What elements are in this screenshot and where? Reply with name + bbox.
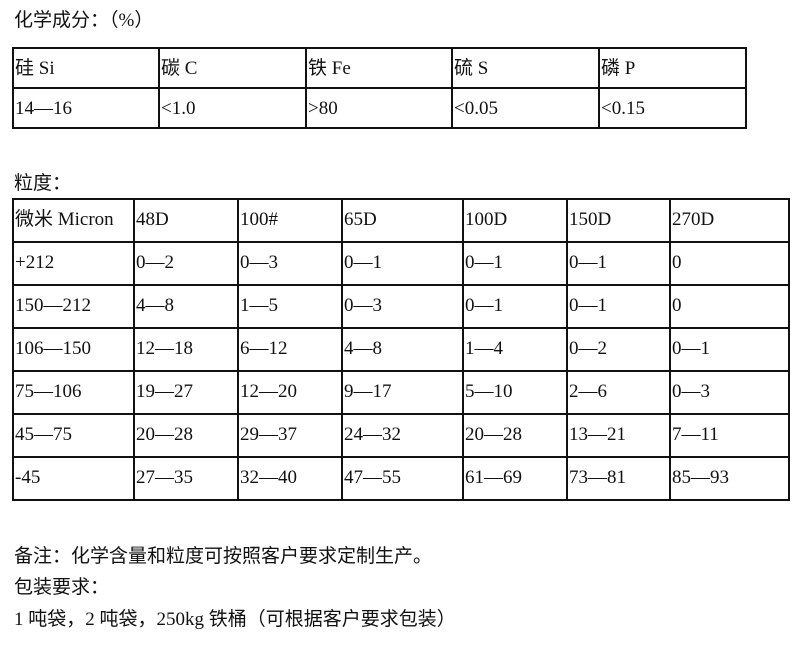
particle-size-row: 75—106 19—27 12—20 9—17 5—10 2—6 0—3 xyxy=(12,370,790,415)
particle-size-row: 45—75 20—28 29—37 24—32 20—28 13—21 7—11 xyxy=(12,413,790,458)
percentage-cell: 0—1 xyxy=(462,284,568,329)
percentage-cell: 0—2 xyxy=(566,327,671,372)
particle-size-row: -45 27—35 32—40 47—55 61—69 73—81 85—93 xyxy=(12,456,790,501)
percentage-cell: 73—81 xyxy=(566,456,671,501)
remark-note: 备注：化学含量和粒度可按照客户要求定制生产。 xyxy=(14,546,433,567)
chemistry-header-cell: 碳 C xyxy=(158,47,307,89)
percentage-cell: 1—4 xyxy=(462,327,568,372)
percentage-cell: 6—12 xyxy=(237,327,343,372)
percentage-cell: 20—28 xyxy=(133,413,239,458)
chemistry-header-cell: 磷 P xyxy=(598,47,747,89)
chemistry-value-cell: >80 xyxy=(305,87,453,129)
particle-size-header-cell: 微米 Micron xyxy=(12,198,135,243)
percentage-cell: 12—20 xyxy=(237,370,343,415)
percentage-cell: 0 xyxy=(669,284,790,329)
chemistry-value-cell: <0.05 xyxy=(451,87,600,129)
percentage-cell: 0—1 xyxy=(341,241,464,286)
percentage-cell: 0—1 xyxy=(669,327,790,372)
percentage-cell: 0—3 xyxy=(341,284,464,329)
percentage-cell: 32—40 xyxy=(237,456,343,501)
percentage-cell: 0—2 xyxy=(133,241,239,286)
micron-range-cell: 75—106 xyxy=(12,370,135,415)
chemistry-value-cell: <1.0 xyxy=(158,87,307,129)
percentage-cell: 29—37 xyxy=(237,413,343,458)
particle-size-title: 粒度： xyxy=(14,173,72,194)
percentage-cell: 27—35 xyxy=(133,456,239,501)
percentage-cell: 0—1 xyxy=(462,241,568,286)
micron-range-cell: +212 xyxy=(12,241,135,286)
packaging-title: 包装要求： xyxy=(14,577,110,598)
percentage-cell: 2—6 xyxy=(566,370,671,415)
chemistry-value-row: 14—16 <1.0 >80 <0.05 <0.15 xyxy=(12,87,747,129)
percentage-cell: 0—1 xyxy=(566,284,671,329)
percentage-cell: 85—93 xyxy=(669,456,790,501)
micron-range-cell: 45—75 xyxy=(12,413,135,458)
percentage-cell: 61—69 xyxy=(462,456,568,501)
particle-size-header-cell: 100# xyxy=(237,198,343,243)
micron-range-cell: -45 xyxy=(12,456,135,501)
particle-size-header-cell: 48D xyxy=(133,198,239,243)
particle-size-header-row: 微米 Micron 48D 100# 65D 100D 150D 270D xyxy=(12,198,790,243)
chemistry-header-cell: 铁 Fe xyxy=(305,47,453,89)
chemistry-value-cell: 14—16 xyxy=(12,87,160,129)
micron-range-cell: 106—150 xyxy=(12,327,135,372)
packaging-options: 1 吨袋，2 吨袋，250kg 铁桶（可根据客户要求包装） xyxy=(14,609,456,630)
particle-size-row: +212 0—2 0—3 0—1 0—1 0—1 0 xyxy=(12,241,790,286)
particle-size-row: 150—212 4—8 1—5 0—3 0—1 0—1 0 xyxy=(12,284,790,329)
percentage-cell: 4—8 xyxy=(341,327,464,372)
particle-size-header-cell: 270D xyxy=(669,198,790,243)
particle-size-table: 微米 Micron 48D 100# 65D 100D 150D 270D +212 0—2 0—… xyxy=(12,198,790,501)
percentage-cell: 12—18 xyxy=(133,327,239,372)
percentage-cell: 20—28 xyxy=(462,413,568,458)
percentage-cell: 19—27 xyxy=(133,370,239,415)
percentage-cell: 0 xyxy=(669,241,790,286)
percentage-cell: 9—17 xyxy=(341,370,464,415)
percentage-cell: 0—3 xyxy=(669,370,790,415)
particle-size-header-cell: 150D xyxy=(566,198,671,243)
particle-size-row: 106—150 12—18 6—12 4—8 1—4 0—2 0—1 xyxy=(12,327,790,372)
particle-size-header-cell: 100D xyxy=(462,198,568,243)
chemistry-header-cell: 硫 S xyxy=(451,47,600,89)
percentage-cell: 13—21 xyxy=(566,413,671,458)
percentage-cell: 1—5 xyxy=(237,284,343,329)
percentage-cell: 4—8 xyxy=(133,284,239,329)
percentage-cell: 7—11 xyxy=(669,413,790,458)
chemistry-header-cell: 硅 Si xyxy=(12,47,160,89)
micron-range-cell: 150—212 xyxy=(12,284,135,329)
percentage-cell: 24—32 xyxy=(341,413,464,458)
percentage-cell: 0—3 xyxy=(237,241,343,286)
percentage-cell: 47—55 xyxy=(341,456,464,501)
chemistry-title: 化学成分：（%） xyxy=(14,10,154,31)
chemistry-value-cell: <0.15 xyxy=(598,87,747,129)
percentage-cell: 0—1 xyxy=(566,241,671,286)
percentage-cell: 5—10 xyxy=(462,370,568,415)
particle-size-header-cell: 65D xyxy=(341,198,464,243)
